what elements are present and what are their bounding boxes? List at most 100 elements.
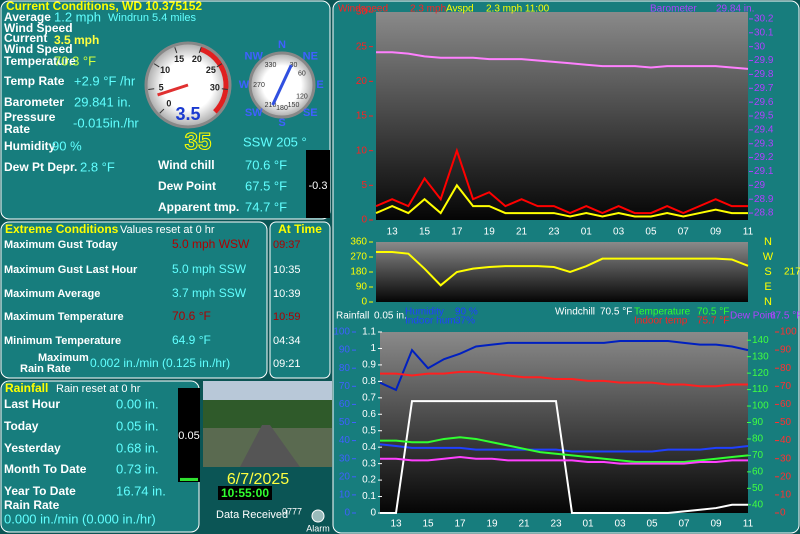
row-label: Dew Pt Depr. [4, 160, 77, 174]
y-tick-label: 29.8 [754, 69, 774, 80]
gauge-label: 30 [210, 82, 220, 92]
y-tick-label: 110 [752, 384, 768, 395]
gauge-tick [174, 47, 178, 54]
row-value: 5.0 mph SSW [172, 262, 247, 276]
x-tick-label: 11 [743, 519, 754, 530]
rain-bar [180, 477, 198, 481]
x-tick-label: 15 [422, 519, 434, 530]
legend-label: 70.5 °F [697, 307, 729, 318]
compass-degree: 180 [276, 105, 288, 112]
legend-label: 29.84 in. [716, 4, 754, 15]
series-line [376, 51, 749, 70]
y-tick-label: 5 [361, 180, 367, 191]
compass-degree: 330 [265, 62, 277, 69]
legend-label: Windchill [555, 307, 595, 318]
row-label: Today [4, 419, 39, 433]
row-label: Month To Date [4, 462, 87, 476]
row-value: 16.74 in. [116, 483, 166, 498]
y-tick-label: 29.7 [754, 83, 774, 94]
compass-needle [271, 64, 293, 106]
rate-box [306, 150, 330, 218]
row-label: Last Hour [4, 397, 60, 411]
compass-point: NE [303, 51, 318, 63]
y-tick-label: 70 [339, 381, 351, 392]
y-tick-label: 28.8 [754, 208, 774, 219]
row-value: 70.3 °F [54, 53, 96, 68]
compass-point: N [278, 39, 286, 51]
y-tick-label: 29.6 [754, 97, 774, 108]
legend-label: Windspeed [338, 4, 388, 15]
row-value: 70.6 °F [245, 157, 287, 172]
series-line [376, 251, 749, 287]
x-tick-label: 03 [614, 519, 626, 530]
compass-degree: 150 [288, 102, 300, 109]
legend-label: Indoor temp [634, 316, 688, 327]
row-label: Rain Rate [20, 363, 71, 375]
y-tick-label: 90 [780, 345, 792, 356]
y-tick-label: 40 [752, 499, 764, 510]
row-value: 0.00 in. [116, 396, 159, 411]
y-tick-label: 80 [752, 434, 764, 445]
y-tick-label: 60 [752, 467, 764, 478]
row-label: Current [4, 31, 47, 45]
gauge-label: 20 [192, 54, 202, 64]
row-value: 0.68 in. [116, 440, 159, 455]
x-tick-label: 21 [518, 519, 530, 530]
x-tick-label: 13 [387, 227, 399, 238]
y-tick-label: 25 [356, 41, 368, 52]
y-tick-label: 30 [754, 41, 766, 52]
row-value: 5.0 mph WSW [172, 237, 250, 251]
gauge-needle [157, 83, 189, 97]
x-tick-label: 01 [582, 519, 594, 530]
x-tick-label: 11 [743, 227, 754, 238]
x-tick-label: 17 [454, 519, 466, 530]
compass-point: S [278, 117, 285, 129]
y-tick-label: 15 [356, 111, 368, 122]
y-tick-label: 130 [752, 351, 769, 362]
row-label: Maximum Gust Last Hour [4, 264, 138, 276]
gauge-label: 5 [159, 82, 164, 92]
y-tick-label: 1 [370, 343, 376, 354]
row-value: 0.05 in. [116, 418, 159, 433]
x-tick-label: 13 [390, 519, 402, 530]
y-tick-label: 100 [780, 327, 797, 338]
compass-degree: 30 [290, 62, 298, 69]
y-tick-label: 270 [350, 252, 367, 263]
direction-label: E [764, 281, 771, 293]
row-label: Average [4, 10, 51, 24]
series-line [380, 400, 748, 514]
plot-area [380, 332, 748, 513]
panel-note: Rain reset at 0 hr [56, 383, 141, 395]
y-tick-label: 80 [780, 363, 792, 374]
legend-label: Humidity [405, 307, 444, 318]
legend-label: Dew Point [730, 311, 776, 322]
x-tick-label: 05 [646, 519, 658, 530]
webcam [203, 381, 332, 523]
series-line [380, 436, 749, 463]
series-line [380, 456, 748, 465]
compass-point: E [316, 79, 323, 91]
legend-label: 2.3 mph 11:00 [486, 4, 550, 15]
y-tick-label: 90 [356, 282, 368, 293]
row-value: 2.8 °F [80, 159, 115, 174]
direction: SSW 205 ° [243, 134, 307, 149]
y-tick-label: 29.1 [754, 166, 774, 177]
gauge-label: 15 [174, 54, 184, 64]
row-label: Maximum Temperature [4, 311, 124, 323]
legend-label: Barometer [650, 4, 697, 15]
gauge-label: 0 [166, 98, 171, 108]
compass-point: W [239, 79, 250, 91]
rate-value: -0.3 [309, 180, 328, 192]
y-tick-label: 29.3 [754, 138, 774, 149]
y-tick-label: 60 [780, 399, 792, 410]
legend-label: 0.05 in. [374, 311, 407, 322]
direction-label: N [764, 296, 772, 308]
row-label: Maximum [38, 352, 89, 364]
rain-bar-frame [178, 388, 200, 482]
time-value: 04:34 [273, 335, 301, 347]
y-tick-label: 100 [752, 401, 769, 412]
row-label: Wind Speed [4, 21, 73, 35]
x-tick-label: 05 [645, 227, 657, 238]
row-value: -0.015in./hr [73, 115, 139, 130]
y-tick-label: 50 [780, 417, 792, 428]
